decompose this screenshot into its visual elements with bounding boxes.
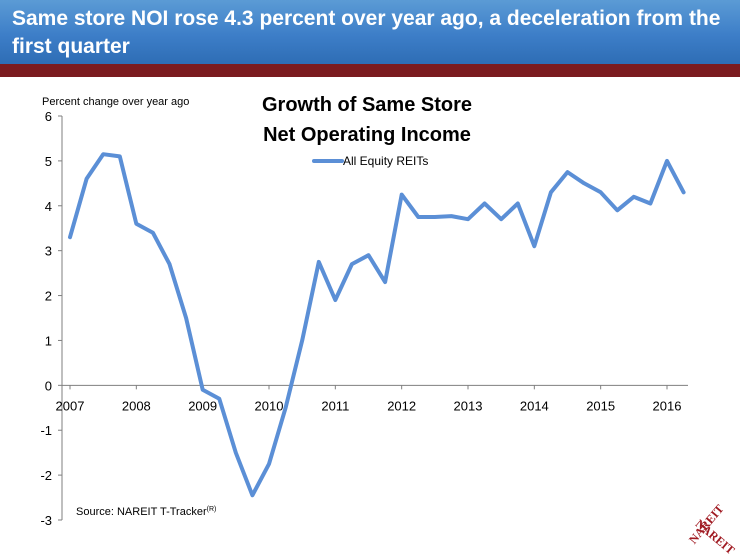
x-tick-label: 2011 [321, 398, 349, 413]
y-tick-label: -2 [40, 468, 52, 483]
y-tick-label: 0 [45, 378, 52, 393]
y-tick-labels: 6 5 4 3 2 1 0 -1 -2 -3 [40, 109, 52, 528]
header-accent-bar [0, 64, 740, 77]
slide-title: Same store NOI rose 4.3 percent over yea… [12, 7, 721, 58]
y-tick-label: -1 [40, 423, 52, 438]
x-tick-label: 2014 [520, 398, 549, 413]
x-tick-label: 2008 [122, 398, 151, 413]
y-tick-label: -3 [40, 513, 52, 528]
x-tick-label: 2016 [653, 398, 682, 413]
x-tick-label: 2013 [454, 398, 483, 413]
source-superscript: (R) [207, 506, 217, 513]
slide-header: Same store NOI rose 4.3 percent over yea… [0, 0, 740, 64]
y-tick-label: 1 [45, 333, 52, 348]
x-tick-labels: 2007 2008 2009 2010 2011 2012 2013 2014 2015 2016 [56, 398, 682, 413]
source-note: Source: NAREIT T-Tracker(R) [76, 506, 216, 518]
nareit-logo: NAREIT NAREIT [686, 502, 738, 555]
y-tick-label: 3 [45, 244, 52, 259]
x-tick-label: 2015 [586, 398, 615, 413]
x-tick-label: 2012 [387, 398, 416, 413]
source-text: Source: NAREIT T-Tracker [76, 506, 207, 518]
legend-label: All Equity REITs [343, 154, 428, 168]
y-tick-label: 4 [45, 199, 52, 214]
series-group [68, 152, 686, 498]
x-tick-label: 2010 [255, 398, 284, 413]
chart-title-line-1: Growth of Same Store [262, 94, 472, 116]
y-tick-label: 6 [45, 109, 52, 124]
chart-title-line-2: Net Operating Income [263, 124, 471, 146]
chart-axes [58, 115, 688, 521]
x-tick-label: 2007 [56, 398, 85, 413]
y-tick-label: 2 [45, 289, 52, 304]
x-tick-label: 2009 [188, 398, 217, 413]
y-tick-label: 5 [45, 154, 52, 169]
series-line-all-equity-reits [68, 152, 686, 498]
y-axis-label: Percent change over year ago [42, 96, 189, 108]
